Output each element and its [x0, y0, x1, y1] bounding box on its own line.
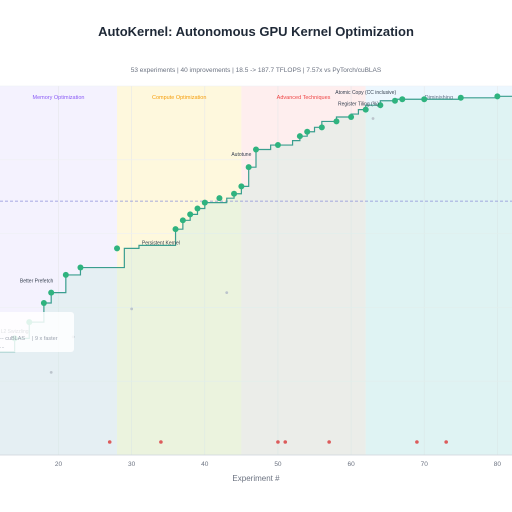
legend-item-cublas: -- cuBLAS: [0, 336, 26, 342]
phase-label-1: Compute Optimization: [152, 95, 206, 101]
improvement-point-14: [238, 183, 245, 190]
chart-subtitle: 53 experiments | 40 improvements | 18.5 …: [130, 67, 382, 74]
legend-box: -- cuBLAS | 9 x faster ...: [0, 312, 74, 352]
rejected-marker-3: [283, 440, 288, 444]
phase-label-2: Advanced Techniques: [277, 95, 331, 101]
rejected-marker-6: [444, 440, 448, 444]
failed-point-2: [130, 307, 134, 311]
x-tick-label-5: 70: [421, 461, 429, 468]
improvement-point-15: [245, 164, 252, 171]
improvement-point-23: [362, 106, 369, 113]
improvement-point-4: [62, 271, 69, 278]
annotation-3: Autotune: [231, 152, 251, 158]
annotation-5: Register Tiling (%): [338, 102, 379, 108]
x-tick-label-0: 20: [55, 461, 63, 468]
chart-title: AutoKernel: Autonomous GPU Kernel Optimi…: [98, 24, 414, 39]
improvement-point-11: [201, 199, 208, 206]
improvement-point-3: [48, 289, 55, 296]
phase-band-1: [117, 86, 242, 455]
legend-item-speedup: | 9 x faster: [32, 336, 58, 342]
rejected-marker-1: [159, 440, 163, 444]
improvement-point-22: [348, 113, 355, 120]
improvement-point-5: [77, 264, 84, 271]
annotation-0: Better Prefetch: [20, 279, 54, 285]
rejected-marker-2: [276, 440, 280, 444]
x-tick-label-1: 30: [128, 461, 136, 468]
x-axis-label: Experiment #: [232, 474, 280, 483]
improvement-point-9: [187, 211, 194, 218]
improvement-point-28: [457, 94, 464, 101]
failed-point-0: [49, 370, 53, 374]
phase-band-3: [365, 86, 512, 455]
annotation-4: Atomic Copy (CC inclusive): [335, 90, 396, 96]
improvement-point-25: [391, 97, 398, 104]
improvement-point-16: [253, 146, 259, 153]
improvement-point-27: [421, 96, 428, 103]
rejected-marker-0: [107, 440, 112, 444]
failed-point-3: [225, 291, 229, 295]
rejected-marker-4: [327, 440, 331, 444]
improvement-point-24: [377, 102, 384, 109]
legend-item-more: ...: [0, 344, 5, 350]
x-tick-label-2: 40: [201, 461, 209, 468]
improvement-point-26: [399, 96, 406, 103]
improvement-point-10: [194, 205, 201, 212]
improvement-point-19: [304, 128, 311, 135]
phase-band-2: [241, 86, 366, 455]
improvement-point-13: [231, 190, 238, 197]
improvement-point-29: [494, 93, 501, 100]
phase-label-0: Memory Optimization: [33, 95, 85, 101]
x-tick-label-3: 50: [274, 461, 282, 468]
improvement-point-12: [216, 195, 223, 202]
best-so-far-area: [0, 96, 512, 455]
improvement-point-2: [40, 299, 47, 306]
x-tick-label-6: 80: [494, 461, 502, 468]
phase-label-3: Diminishing: [425, 95, 453, 101]
improvement-point-7: [172, 226, 179, 233]
improvement-point-17: [274, 142, 281, 149]
rejected-marker-5: [415, 440, 419, 444]
failed-point-4: [371, 117, 375, 120]
improvement-point-21: [333, 118, 340, 125]
improvement-point-6: [114, 245, 121, 252]
improvement-point-8: [179, 217, 186, 224]
improvement-point-18: [296, 133, 303, 140]
improvement-point-20: [318, 124, 325, 131]
x-tick-label-4: 60: [347, 461, 355, 468]
annotation-2: Persistent Kernel: [142, 240, 180, 246]
